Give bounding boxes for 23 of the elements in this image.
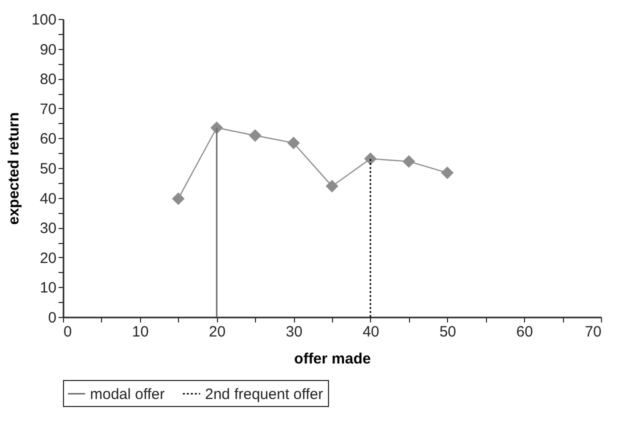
x-tick-label: 0 — [64, 324, 72, 340]
x-tick-label: 60 — [516, 324, 533, 340]
y-tick-label: 80 — [40, 71, 56, 88]
y-tick-label: 100 — [31, 12, 56, 28]
x-axis-title: offer made — [294, 350, 371, 368]
x-tick-label: 30 — [286, 324, 302, 340]
x-tick-label: 10 — [132, 324, 149, 340]
x-tick-label: 70 — [584, 324, 602, 340]
y-tick-label: 10 — [40, 280, 56, 297]
y-tick-label: 0 — [48, 310, 56, 326]
x-tick-label: 20 — [208, 324, 226, 340]
y-tick-label: 40 — [40, 190, 56, 208]
legend-label: modal offer — [90, 386, 165, 403]
y-tick-label: 90 — [40, 41, 56, 58]
y-tick-label: 20 — [40, 250, 56, 267]
x-tick-label: 40 — [362, 324, 380, 340]
legend-label: 2nd frequent offer — [205, 386, 324, 403]
x-tick-label: 50 — [439, 324, 456, 340]
y-tick-label: 70 — [40, 100, 56, 118]
y-axis-title: expected return — [5, 112, 22, 225]
y-tick-label: 60 — [40, 130, 56, 148]
y-tick-label: 50 — [40, 160, 56, 178]
y-tick-label: 30 — [40, 220, 56, 238]
